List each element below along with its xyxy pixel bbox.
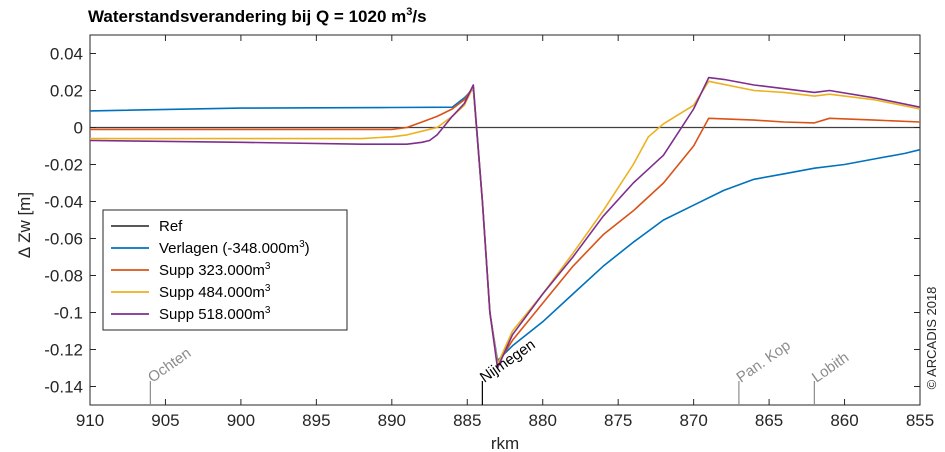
y-axis-label: Δ Zw [m]: [15, 192, 34, 258]
x-tick-label: 870: [679, 411, 707, 430]
x-tick-label: 895: [302, 411, 330, 430]
y-tick-label: -0.04: [44, 193, 83, 212]
copyright-credit: © ARCADIS 2018: [924, 287, 939, 390]
series-line: [89, 87, 921, 362]
y-tick-label: -0.12: [44, 341, 83, 360]
x-axis-ticks: 910 905 900 895 890 885 880 875 870 865 860 855: [76, 35, 934, 430]
y-tick-label: -0.14: [44, 378, 83, 397]
legend-entry: Ref: [159, 218, 183, 235]
y-tick-label: -0.02: [44, 156, 83, 175]
series-line: [90, 80, 921, 366]
x-tick-label: 865: [755, 411, 783, 430]
x-tick-label: 890: [378, 411, 406, 430]
x-tick-label: 855: [906, 411, 934, 430]
x-tick-label: 910: [76, 411, 104, 430]
series-line: [90, 86, 921, 366]
y-tick-label: -0.1: [54, 304, 83, 323]
y-tick-label: 0: [74, 119, 83, 138]
y-tick-label: -0.06: [44, 230, 83, 249]
series-layer: [89, 76, 921, 369]
x-tick-label: 900: [227, 411, 255, 430]
x-tick-label: 885: [453, 411, 481, 430]
legend-entry: Supp 323.000m3: [159, 261, 271, 279]
x-tick-label: 860: [830, 411, 858, 430]
x-tick-label: 905: [151, 411, 179, 430]
legend-entry: Supp 484.000m3: [159, 283, 271, 301]
x-axis-label: rkm: [491, 434, 519, 452]
y-tick-label: 0.04: [50, 45, 83, 64]
chart-title: Waterstandsverandering bij Q = 1020 m3/s: [88, 6, 427, 26]
chart-legend: Ref Verlagen (-348.000m3) Supp 323.000m3 Su…: [102, 209, 348, 331]
y-axis-ticks: 0.04 0.02 0 -0.02 -0.04 -0.06 -0.08 -0.1 -0.12 -0…: [44, 45, 920, 397]
x-tick-label: 875: [604, 411, 632, 430]
legend-entry: Verlagen (-348.000m3): [159, 239, 310, 257]
series-line: [89, 76, 921, 369]
x-tick-label: 880: [529, 411, 557, 430]
legend-entry: Supp 518.000m3: [159, 305, 271, 323]
y-tick-label: 0.02: [50, 82, 83, 101]
y-tick-label: -0.08: [44, 267, 83, 286]
